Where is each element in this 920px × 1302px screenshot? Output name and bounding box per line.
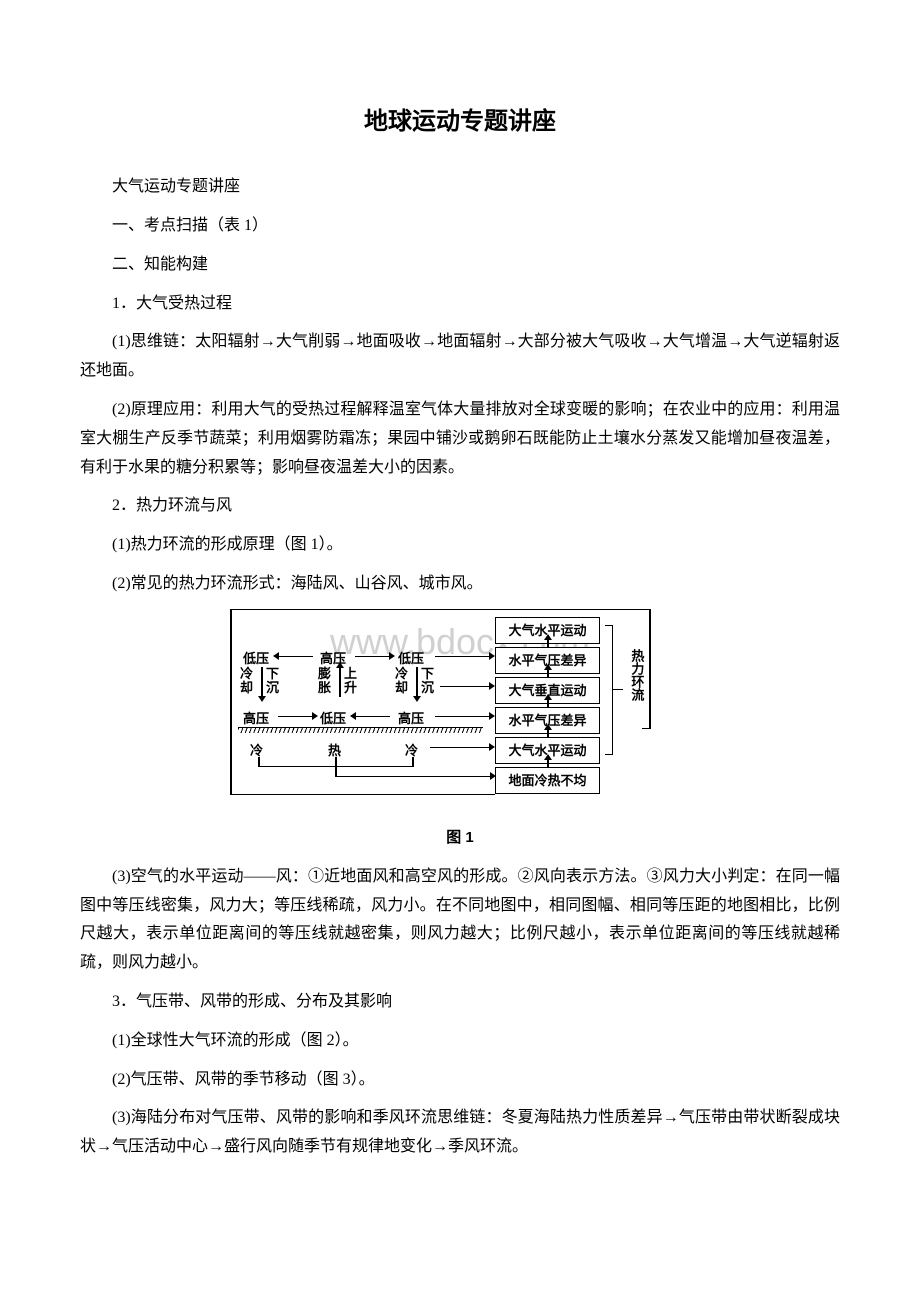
mid-col2-rise: 上升	[344, 667, 357, 696]
ground-cold-left: 冷	[250, 739, 263, 762]
topic-3-heading: 3．气压带、风带的形成、分布及其影响	[80, 988, 840, 1017]
ground-surface	[238, 727, 483, 733]
mid-col1-cool: 冷却	[240, 667, 253, 696]
figure-1-diagram: 大气水平运动 水平气压差异 大气垂直运动 水平气压差异 大气水平运动 地面冷热不…	[80, 609, 840, 819]
topic-3-item-3: (3)海陆分布对气压带、风带的影响和季风环流思维链：冬夏海陆热力性质差异→气压带…	[80, 1104, 840, 1162]
sub-title: 大气运动专题讲座	[80, 173, 840, 202]
mid-col1-sink: 下沉	[266, 667, 279, 696]
topic-1-item-1: (1)思维链：太阳辐射→大气削弱→地面吸收→地面辐射→大部分被大气吸收→大气增温…	[80, 328, 840, 386]
topic-1-heading: 1．大气受热过程	[80, 290, 840, 319]
mid-col3-sink: 下沉	[421, 667, 434, 696]
section-1: 一、考点扫描（表 1）	[80, 212, 840, 241]
box-ground-uneven: 地面冷热不均	[495, 767, 600, 794]
section-2: 二、知能构建	[80, 251, 840, 280]
topic-2-item-2: (2)常见的热力环流形式：海陆风、山谷风、城市风。	[80, 570, 840, 599]
topic-1-item-2: (2)原理应用：利用大气的受热过程解释温室气体大量排放对全球变暖的影响；在农业中…	[80, 396, 840, 482]
figure-1-caption: 图 1	[80, 824, 840, 851]
side-label: 热力环流	[625, 649, 648, 701]
mid-col3-cool: 冷却	[395, 667, 408, 696]
topic-2-heading: 2．热力环流与风	[80, 492, 840, 521]
topic-2-item-3: (3)空气的水平运动——风：①近地面风和高空风的形成。②风向表示方法。③风力大小…	[80, 863, 840, 978]
main-title: 地球运动专题讲座	[80, 100, 840, 143]
topic-3-item-1: (1)全球性大气环流的形成（图 2）。	[80, 1027, 840, 1056]
topic-2-item-1: (1)热力环流的形成原理（图 1）。	[80, 531, 840, 560]
topic-3-item-2: (2)气压带、风带的季节移动（图 3）。	[80, 1066, 840, 1095]
mid-col2-expand: 膨胀	[318, 667, 331, 696]
